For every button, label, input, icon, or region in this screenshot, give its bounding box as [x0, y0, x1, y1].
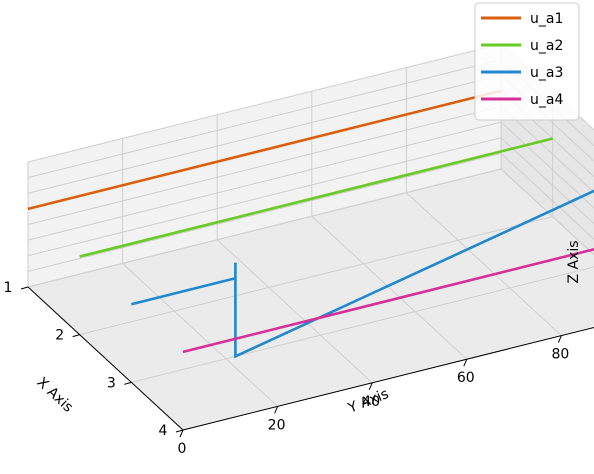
y-tick-label: 60 — [457, 370, 475, 386]
tick-labels: 12340204060801000.30.20.10.0−0.1−0.2−0.3… — [4, 280, 570, 457]
grid-back-z — [27, 59, 502, 179]
z-axis-label: Z Axis — [566, 240, 582, 283]
grid-floor-y — [311, 215, 468, 360]
x-axis-line — [27, 286, 184, 431]
grid-side-z — [500, 168, 594, 256]
series-line-u_a4 — [182, 248, 594, 354]
grid-floor-y — [406, 192, 562, 336]
grid-back-z — [27, 137, 502, 257]
series-line-u_a2 — [79, 137, 553, 258]
legend-label-u_a4: u_a4 — [530, 92, 563, 108]
grid-floor-x — [131, 266, 594, 383]
grid-side-z — [500, 137, 594, 225]
x-tick-label: 3 — [107, 375, 116, 391]
y-tick-label: 40 — [362, 394, 380, 410]
grid-back-z — [27, 168, 502, 288]
grid-back-z — [27, 74, 502, 194]
series-lines — [27, 89, 594, 359]
x-tick-label: 1 — [4, 280, 13, 296]
grid-floor-y — [216, 239, 373, 384]
legend-frame — [474, 2, 580, 121]
y-axis-line — [182, 326, 594, 431]
grid-back-z — [27, 43, 502, 163]
y-tick — [368, 382, 373, 390]
x-tick-label: 2 — [55, 328, 64, 344]
y-tick — [463, 359, 468, 367]
y-tick-label: 80 — [551, 347, 569, 363]
y-tick — [179, 429, 184, 438]
x-tick — [20, 286, 29, 290]
legend-label-u_a1: u_a1 — [530, 11, 563, 27]
axis-lines — [27, 286, 594, 431]
x-tick-label: 4 — [159, 423, 168, 439]
y-axis-label: Y Axis — [345, 386, 391, 417]
x-axis-label: X Axis — [34, 375, 76, 416]
tick-marks — [20, 286, 562, 438]
floor-pane — [28, 169, 594, 430]
legend-label-u_a3: u_a3 — [530, 65, 563, 81]
x-tick — [72, 334, 80, 338]
legend: u_a1 u_a2 u_a3 u_a4 — [474, 2, 580, 121]
y-tick — [557, 335, 562, 343]
series-line-u_a1 — [27, 89, 502, 211]
y-tick — [274, 406, 279, 414]
grid-back-z — [27, 152, 502, 272]
x-tick — [175, 429, 184, 433]
x-tick — [124, 381, 132, 385]
series-line-u_a3 — [131, 189, 594, 359]
grid-floor-x — [79, 216, 553, 336]
grid-back-z — [27, 121, 502, 241]
grid-back-z — [27, 106, 502, 225]
y-tick-label: 20 — [268, 417, 286, 433]
y-tick-label: 0 — [178, 441, 187, 457]
legend-label-u_a2: u_a2 — [530, 38, 563, 54]
grid-floor-y — [122, 263, 278, 407]
grid-side-z — [500, 153, 594, 240]
grid-side-z — [500, 106, 594, 193]
